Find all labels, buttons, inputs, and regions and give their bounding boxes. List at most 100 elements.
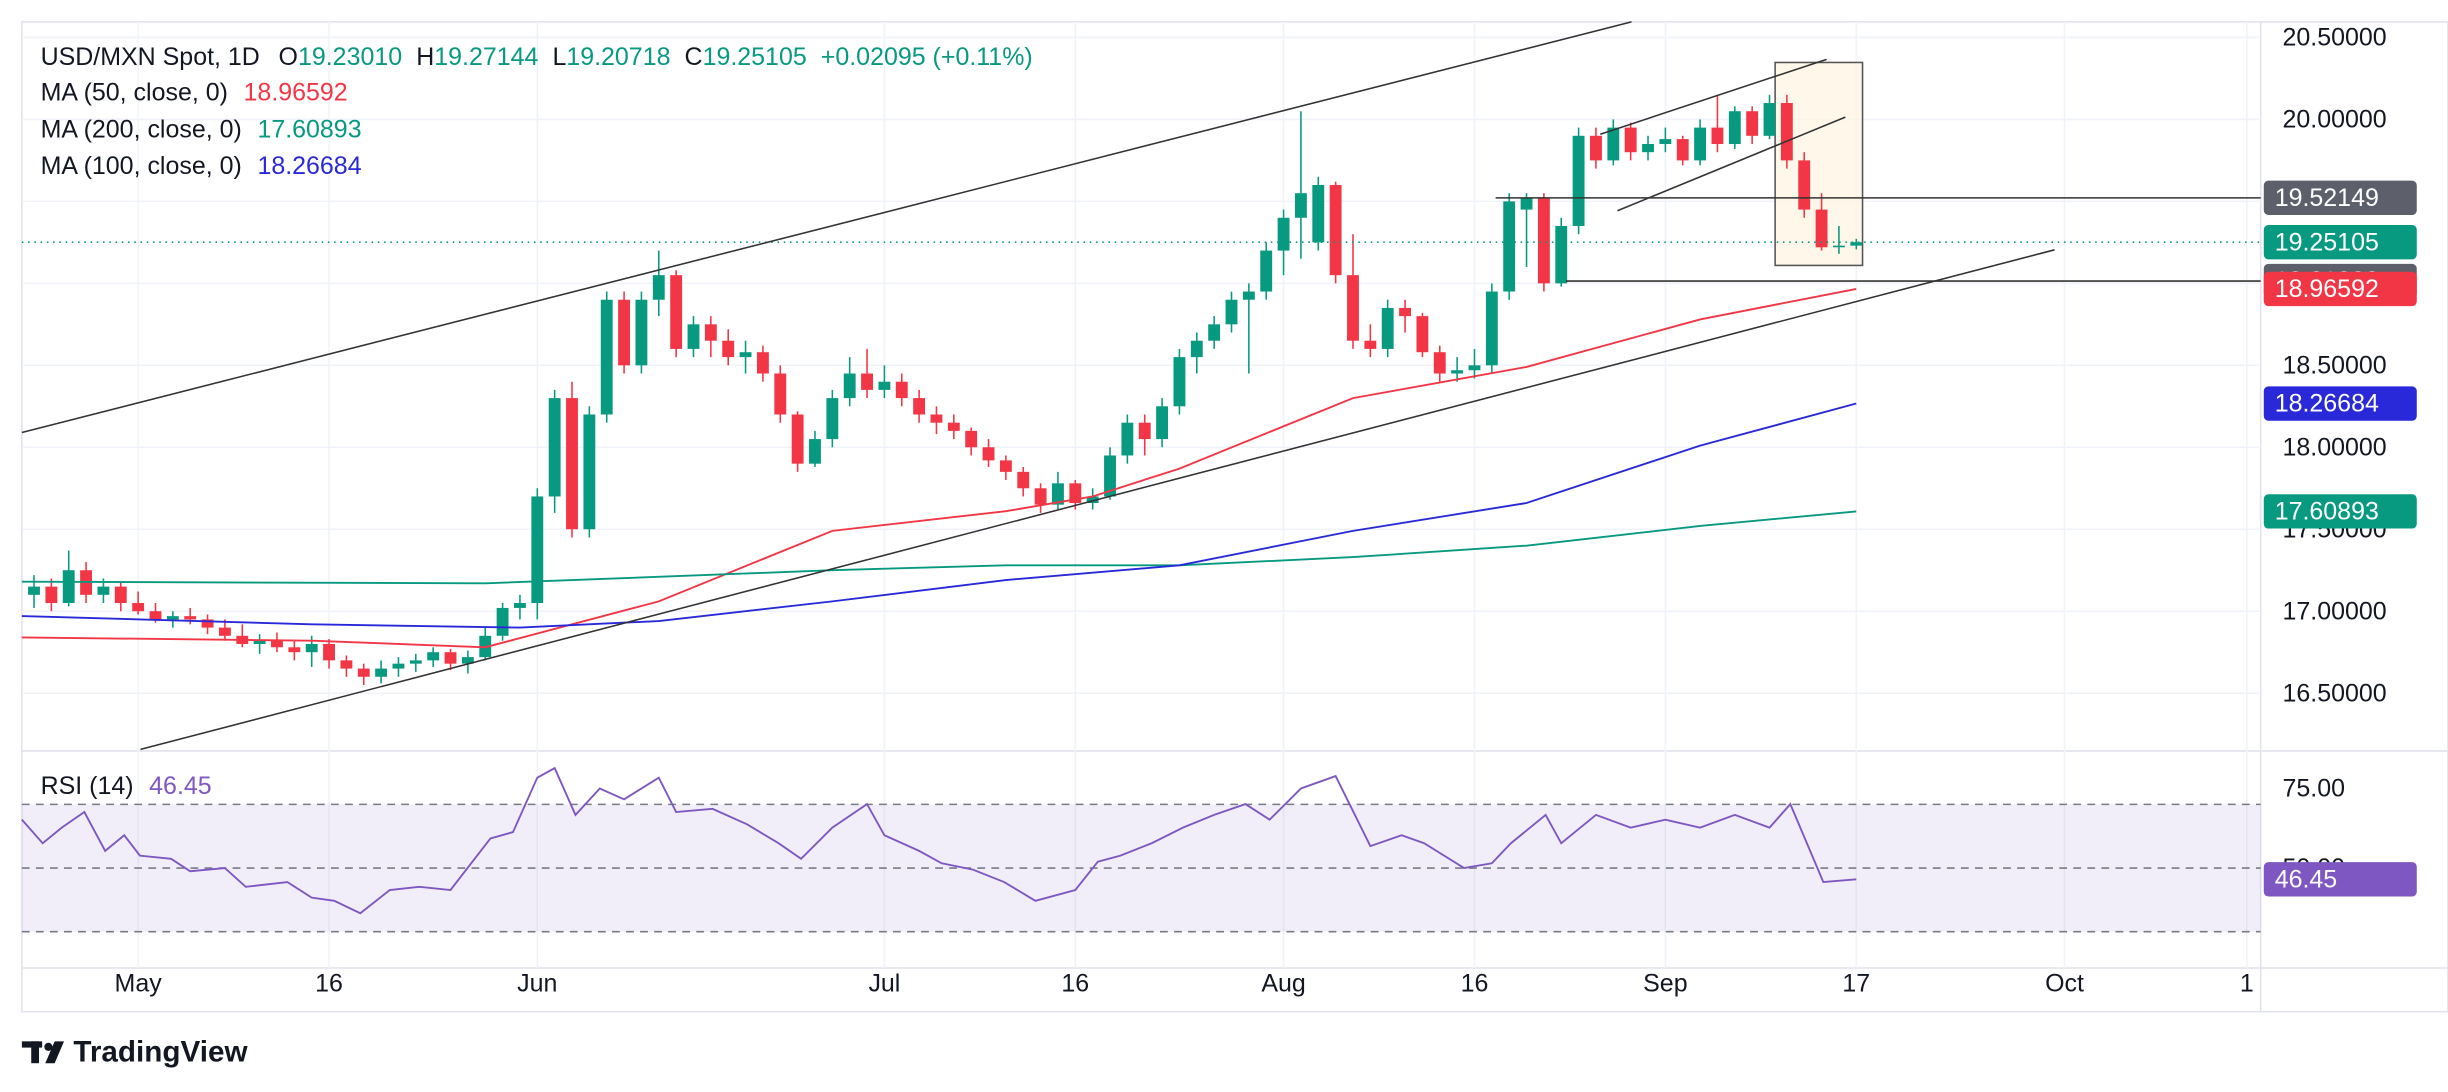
y-tick-label: 17.00000 <box>2283 597 2387 625</box>
grid <box>21 21 2261 968</box>
candle-body <box>444 652 457 664</box>
candle-body <box>1607 127 1620 161</box>
candle-body <box>1832 245 1845 248</box>
candle-body <box>392 663 405 669</box>
candle-body <box>427 652 440 661</box>
candle-body <box>1381 307 1394 349</box>
y-tick-label: 18.50000 <box>2283 351 2387 379</box>
candle-body <box>1329 184 1342 276</box>
header: USD/MXN Spot, 1D O19.23010 H19.27144 L19.20… <box>41 42 1033 70</box>
rsi-badge-label: 46.45 <box>2275 866 2337 894</box>
candle-body <box>1711 127 1724 145</box>
x-tick-label: Oct <box>2045 970 2084 998</box>
legend-entry: MA (100, close, 0) 18.26684 <box>41 152 362 180</box>
moving-average <box>21 402 1857 629</box>
candle-body <box>288 647 301 653</box>
x-tick-label: Jun <box>517 970 557 998</box>
candle-body <box>1555 225 1568 284</box>
candle-body <box>1260 250 1273 292</box>
ma-badge <box>2263 494 2417 529</box>
candle-body <box>739 352 752 358</box>
candle-body <box>114 586 127 604</box>
candle-body <box>687 324 700 349</box>
candle-body <box>1780 103 1793 161</box>
candle-body <box>1104 455 1116 497</box>
trend-lines <box>21 21 2055 751</box>
candle-body <box>1694 127 1707 161</box>
flag-upper <box>1600 58 1827 136</box>
candle-body <box>1225 299 1238 325</box>
candle-body <box>1503 201 1516 292</box>
candle-body <box>201 619 214 628</box>
candle-body <box>1277 217 1290 251</box>
legend-name: MA (100, close, 0) <box>41 152 242 180</box>
candle-body <box>149 611 162 620</box>
candle-body <box>375 668 388 677</box>
candle-body <box>1642 144 1654 153</box>
candle-body <box>28 586 40 595</box>
y-tick-label: 20.00000 <box>2283 106 2387 134</box>
y-tick-label: 75.00 <box>2283 775 2345 803</box>
candle-body <box>271 640 283 648</box>
candle-body <box>1624 127 1637 153</box>
candle-body <box>1746 111 1759 136</box>
candle-body <box>652 275 665 300</box>
x-tick-label: Sep <box>1643 970 1687 998</box>
candle-body <box>1347 275 1359 341</box>
y-tick-label: 18.00000 <box>2283 433 2387 461</box>
candle-body <box>1034 488 1047 505</box>
candle-body <box>1121 422 1134 456</box>
candle-body <box>97 586 110 595</box>
candle-body <box>600 299 613 415</box>
candle-body <box>253 640 266 644</box>
candle-body <box>166 616 179 620</box>
candle-body <box>409 660 422 664</box>
candle-body <box>635 299 648 366</box>
candle-body <box>1433 352 1446 374</box>
x-tick-label: 16 <box>1461 970 1489 998</box>
candle-body <box>305 643 318 653</box>
brand: TradingView <box>73 1036 248 1069</box>
candle-body <box>1294 193 1307 218</box>
candle-body <box>756 352 769 374</box>
legend-value: 17.60893 <box>257 115 361 143</box>
candle-body <box>1815 209 1828 248</box>
level-badge <box>2263 180 2417 216</box>
ma-badge-label: 17.60893 <box>2275 498 2379 526</box>
candle-body <box>340 660 353 669</box>
candle-body <box>1173 357 1186 407</box>
candle-body <box>1399 307 1411 317</box>
candle-body <box>1069 483 1082 504</box>
field-key: H <box>416 42 434 70</box>
candle-body <box>1138 422 1151 440</box>
candle-body <box>1208 324 1221 341</box>
x-tick-label: Jul <box>868 970 900 998</box>
candle-body <box>1850 242 1863 246</box>
candle-body <box>1190 340 1203 358</box>
rsi-badge <box>2263 862 2417 897</box>
rsi-line <box>21 766 1857 915</box>
field-value: 19.23010 <box>298 42 402 70</box>
candle-body <box>930 414 943 423</box>
candle-body <box>965 430 978 448</box>
candle-body <box>218 627 231 636</box>
candle-body <box>1520 198 1533 210</box>
legend-name: RSI (14) <box>41 771 134 799</box>
frame <box>21 21 2448 1013</box>
candle-body <box>861 373 873 390</box>
candle-body <box>704 324 717 341</box>
field-key: C <box>685 42 703 70</box>
x-tick-label: 17 <box>1842 970 1870 998</box>
candle-body <box>618 299 631 366</box>
candle-body <box>809 439 821 464</box>
candle-body <box>999 460 1012 472</box>
moving-average <box>21 288 1857 649</box>
y-tick-label: 20.50000 <box>2283 24 2387 52</box>
candle-body <box>45 586 58 604</box>
symbol: USD/MXN Spot, 1D <box>41 42 260 70</box>
y-tick-label: 16.50000 <box>2283 679 2387 707</box>
last-price-badge-label: 19.25105 <box>2275 228 2379 256</box>
candle-body <box>826 398 839 440</box>
x-tick-label: Aug <box>1261 970 1305 998</box>
